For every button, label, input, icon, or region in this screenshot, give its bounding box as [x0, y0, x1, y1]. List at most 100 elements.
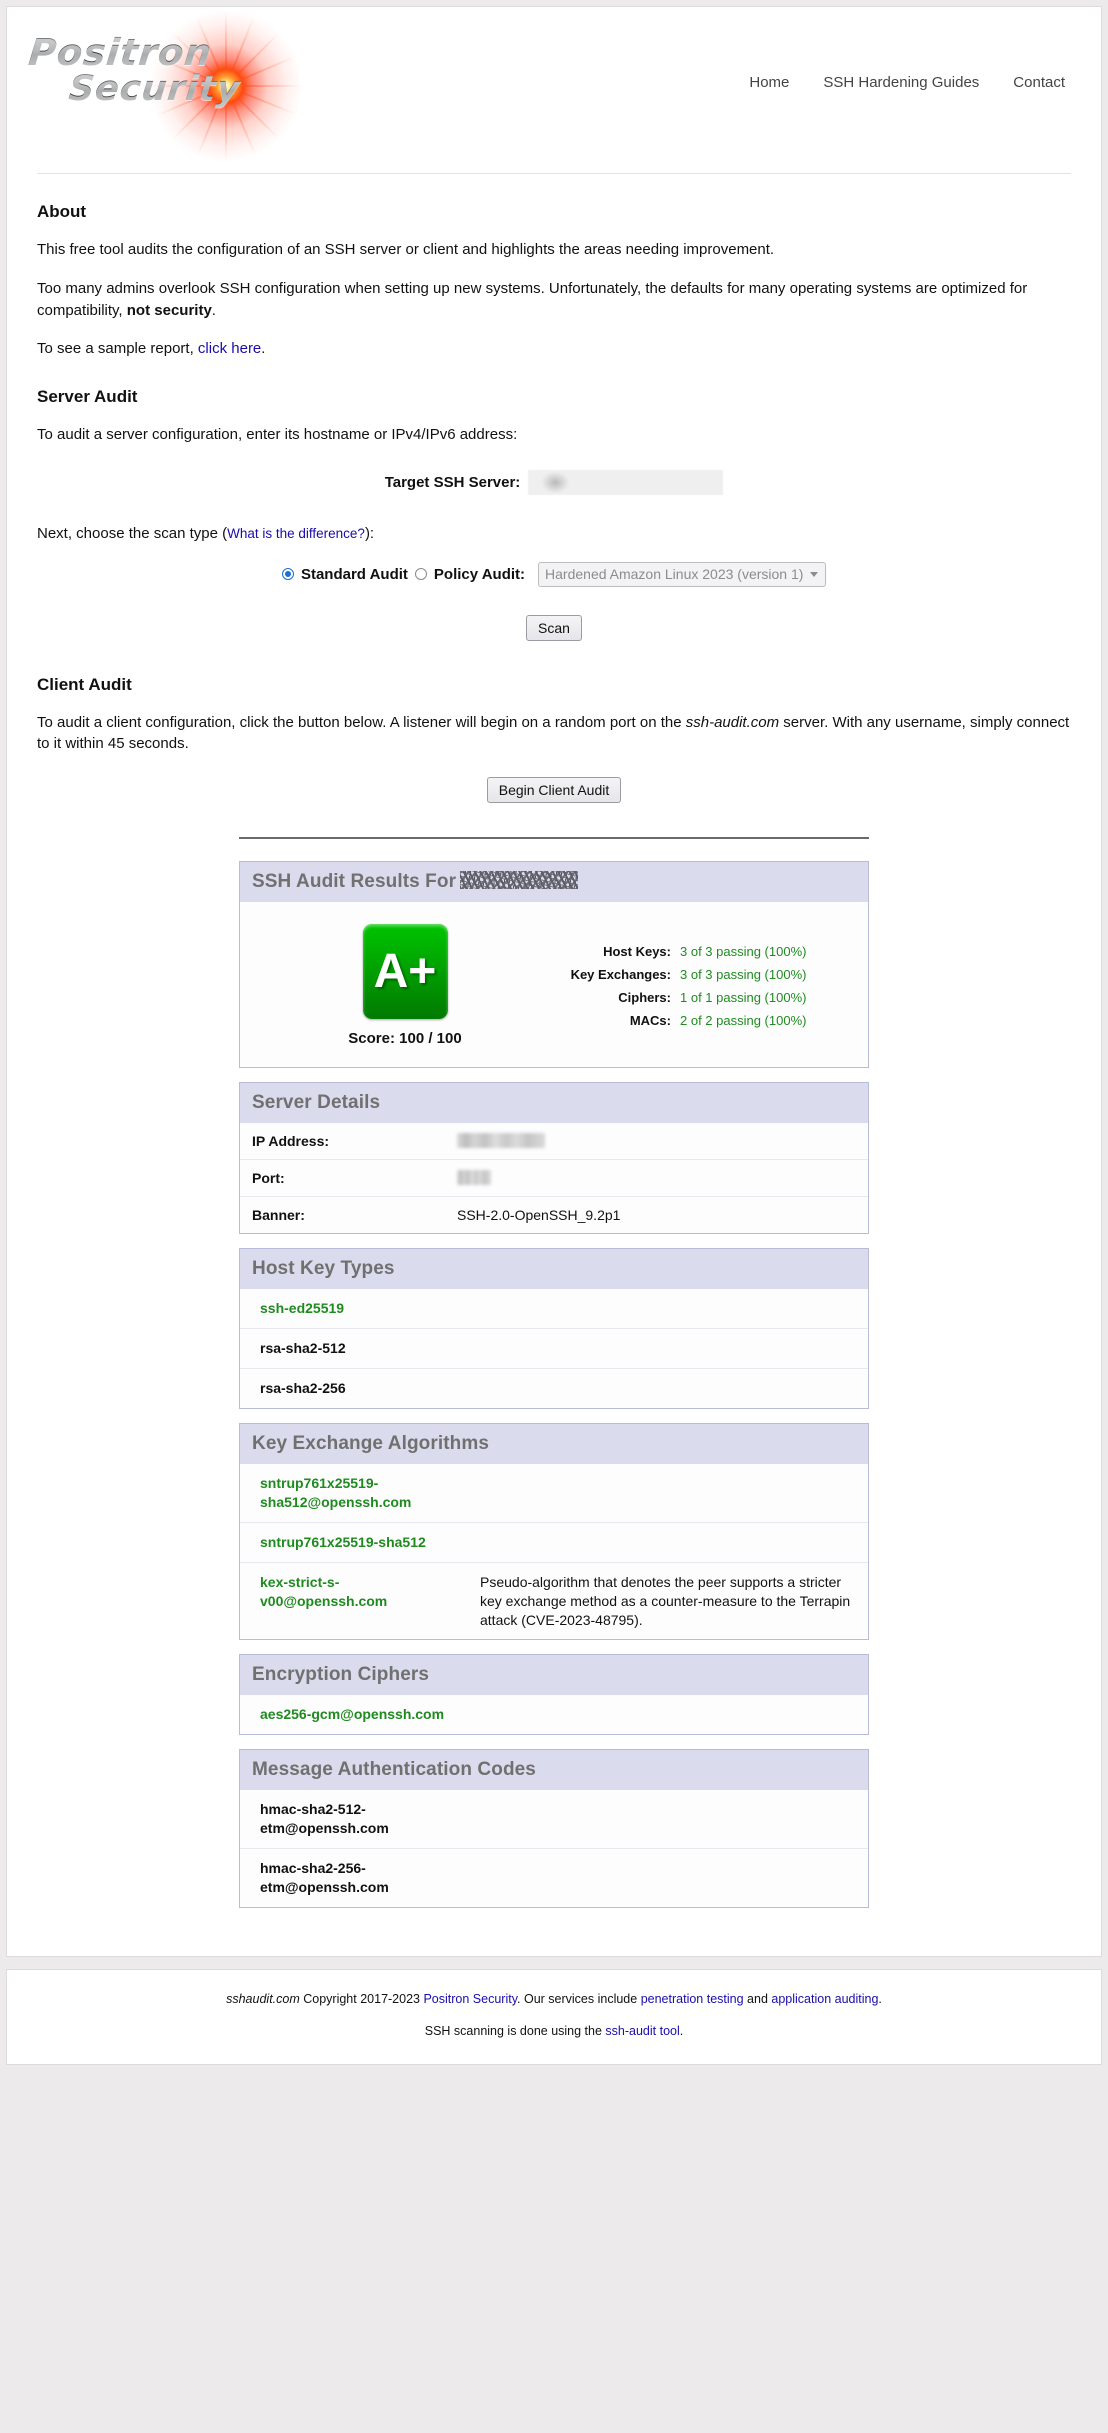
stat-label-key-exchanges: Key Exchanges: [570, 966, 671, 982]
server-details-table: IP Address: Port: Banner: SSH-2.0-OpenSS… [240, 1123, 868, 1233]
stat-label-ciphers: Ciphers: [618, 989, 671, 1005]
stat-label-host-keys: Host Keys: [603, 943, 671, 959]
footer-domain: sshaudit.com [226, 1991, 300, 2006]
standard-audit-label[interactable]: Standard Audit [300, 565, 408, 583]
about-paragraph-3: To see a sample report, click here. [37, 338, 1071, 360]
stat-row-key-exchanges: Key Exchanges: 3 of 3 passing (100%) [570, 967, 868, 982]
footer-link-ssh-audit-tool[interactable]: ssh-audit tool [605, 2023, 680, 2038]
footer-link-penetration-testing[interactable]: penetration testing [640, 1991, 744, 2006]
client-audit-heading: Client Audit [37, 674, 132, 694]
footer-and-text: and [743, 1991, 772, 2006]
stat-value-key-exchanges: 3 of 3 passing (100%) [680, 966, 807, 982]
results-divider [239, 837, 869, 840]
results-score-body: A+ Score: 100 / 100 Host Keys: 3 of 3 pa… [240, 902, 868, 1068]
nav-link-ssh-hardening-guides[interactable]: SSH Hardening Guides [823, 73, 980, 91]
host-key-name-1: rsa-sha2-512 [260, 1340, 346, 1357]
server-details-value-banner: SSH-2.0-OpenSSH_9.2p1 [457, 1207, 621, 1224]
scan-type-text-a: Next, choose the scan type ( [37, 524, 228, 542]
results-title-prefix: SSH Audit Results For [252, 871, 457, 893]
table-row: IP Address: [240, 1123, 868, 1160]
policy-audit-radio[interactable] [414, 568, 427, 580]
about-p2-text-b: . [211, 301, 216, 319]
client-audit-text-b: server. With any username, simply connec… [37, 713, 1070, 753]
stat-value-host-keys: 3 of 3 passing (100%) [680, 943, 807, 959]
logo-text-security: Security [66, 69, 243, 109]
footer-period: . [878, 1991, 882, 2006]
table-row: ssh-ed25519 [240, 1289, 868, 1328]
site-header: Positron Security Home SSH Hardening Gui… [6, 6, 1102, 161]
client-audit-domain: ssh-audit.com [685, 713, 780, 731]
footer-period-2: . [679, 2023, 684, 2038]
begin-client-audit-button[interactable]: Begin Client Audit [486, 777, 622, 804]
results-panel: SSH Audit Results For A+ Score: 100 / 10… [239, 861, 869, 1069]
table-row: sntrup761x25519- sha512@openssh.com [240, 1464, 868, 1522]
table-row: Banner: SSH-2.0-OpenSSH_9.2p1 [240, 1196, 868, 1234]
table-row: rsa-sha2-256 [240, 1368, 868, 1408]
results-title-target-redacted [460, 871, 579, 890]
stat-value-ciphers: 1 of 1 passing (100%) [680, 989, 807, 1005]
grade-badge: A+ [362, 924, 448, 1020]
what-is-the-difference-link[interactable]: What is the difference? [227, 525, 365, 541]
key-exchange-panel: Key Exchange Algorithms sntrup761x25519-… [239, 1423, 869, 1641]
target-server-input[interactable] [528, 469, 724, 495]
server-details-key-ip: IP Address: [252, 1133, 330, 1150]
grade-column: A+ Score: 100 / 100 [240, 924, 570, 1047]
host-key-types-header: Host Key Types [240, 1249, 868, 1290]
kex-name-0: sntrup761x25519- sha512@openssh.com [260, 1475, 412, 1510]
footer-copyright-text: Copyright 2017-2023 [299, 1991, 424, 2006]
server-details-key-banner: Banner: [252, 1207, 305, 1224]
nav-link-contact[interactable]: Contact [1013, 73, 1065, 91]
redacted-ip-address [457, 1133, 545, 1149]
policy-audit-label[interactable]: Policy Audit: [433, 565, 526, 583]
macs-header: Message Authentication Codes [240, 1750, 868, 1791]
table-row: aes256-gcm@openssh.com [240, 1695, 868, 1734]
table-row: kex-strict-s-v00@openssh.com Pseudo-algo… [240, 1562, 868, 1639]
about-paragraph-2: Too many admins overlook SSH configurati… [37, 278, 1071, 322]
main-nav: Home SSH Hardening Guides Contact [749, 74, 1101, 91]
scan-button[interactable]: Scan [526, 614, 582, 641]
logo-text-positron: Positron [26, 31, 215, 74]
standard-audit-radio[interactable] [281, 568, 294, 580]
footer-link-application-auditing[interactable]: application auditing [771, 1991, 879, 2006]
about-paragraph-1: This free tool audits the configuration … [37, 241, 775, 258]
kex-note-2: Pseudo-algorithm that denotes the peer s… [480, 1573, 851, 1628]
nav-link-home[interactable]: Home [749, 73, 790, 91]
kex-name-1: sntrup761x25519-sha512 [260, 1533, 426, 1550]
mac-name-0: hmac-sha2-512- etm@openssh.com [260, 1801, 389, 1837]
table-row: sntrup761x25519-sha512 [240, 1522, 868, 1562]
scan-button-row: Scan [37, 614, 1071, 641]
host-key-name-2: rsa-sha2-256 [260, 1380, 346, 1397]
about-p2-text-a: Too many admins overlook SSH configurati… [37, 279, 1028, 319]
site-logo[interactable]: Positron Security [21, 11, 321, 161]
footer-line-2: SSH scanning is done using the ssh-audit… [7, 2024, 1101, 2038]
client-audit-intro: To audit a client configuration, click t… [37, 712, 1071, 756]
policy-select[interactable]: Hardened Amazon Linux 2023 (version 1) [538, 561, 827, 587]
mac-name-1: hmac-sha2-256- etm@openssh.com [260, 1860, 389, 1895]
scan-type-intro: Next, choose the scan type (What is the … [37, 523, 1071, 545]
stat-label-macs: MACs: [629, 1012, 671, 1028]
main-content: About This free tool audits the configur… [6, 157, 1102, 1957]
policy-select-value: Hardened Amazon Linux 2023 (version 1) [545, 566, 804, 582]
host-key-types-table: ssh-ed25519 rsa-sha2-512 rsa-sha2-256 [240, 1289, 868, 1408]
server-details-key-port: Port: [252, 1170, 285, 1187]
server-details-header: Server Details [240, 1083, 868, 1124]
macs-table: hmac-sha2-512- etm@openssh.com hmac-sha2… [240, 1790, 868, 1907]
client-audit-button-row: Begin Client Audit [37, 777, 1071, 804]
redacted-port [457, 1170, 491, 1186]
server-audit-heading: Server Audit [37, 387, 138, 406]
footer-scanning-text: SSH scanning is done using the [424, 2023, 606, 2038]
table-row: hmac-sha2-256- etm@openssh.com [240, 1848, 868, 1907]
cipher-name-0: aes256-gcm@openssh.com [260, 1706, 445, 1723]
sample-report-link[interactable]: click here [197, 340, 262, 358]
key-exchange-table: sntrup761x25519- sha512@openssh.com sntr… [240, 1464, 868, 1639]
client-audit-text-a: To audit a client configuration, click t… [37, 713, 686, 731]
target-server-label: Target SSH Server: [384, 473, 521, 491]
server-details-value-port [445, 1160, 868, 1197]
footer-link-positron-security[interactable]: Positron Security [423, 1991, 518, 2006]
about-p3-text-a: To see a sample report, [37, 340, 198, 358]
stat-row-macs: MACs: 2 of 2 passing (100%) [570, 1013, 868, 1028]
key-exchange-header: Key Exchange Algorithms [240, 1424, 868, 1465]
stat-row-ciphers: Ciphers: 1 of 1 passing (100%) [570, 990, 868, 1005]
scan-type-text-b: ): [364, 524, 375, 542]
